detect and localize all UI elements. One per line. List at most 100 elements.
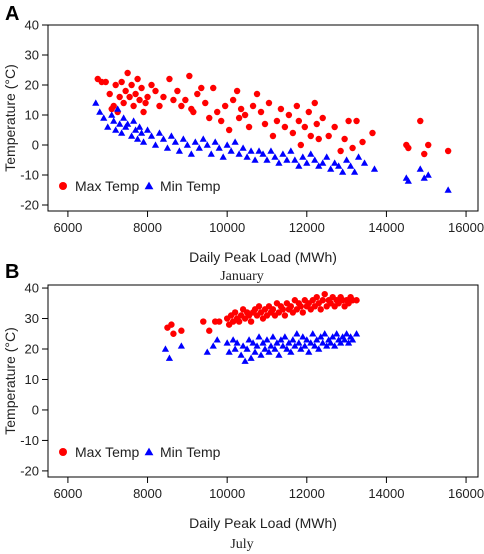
max-temp-point <box>142 99 149 107</box>
max-temp-point <box>325 132 332 140</box>
min-temp-point <box>303 336 311 343</box>
max-temp-point <box>281 312 289 319</box>
max-temp-point <box>110 102 117 110</box>
min-temp-point <box>223 339 231 346</box>
min-temp-point <box>255 333 263 340</box>
min-temp-point <box>124 120 132 127</box>
y-tick-label: 0 <box>32 138 39 153</box>
min-temp-point <box>283 156 291 163</box>
min-temp-point <box>327 165 335 172</box>
max-temp-point <box>247 318 255 325</box>
min-temp-point <box>263 156 271 163</box>
max-temp-point <box>235 318 243 325</box>
min-temp-point <box>114 105 122 112</box>
max-temp-point <box>221 102 229 110</box>
min-temp-point <box>112 126 120 133</box>
max-temp-point <box>170 330 177 337</box>
min-temp-point <box>271 345 279 352</box>
max-temp-point <box>331 123 338 131</box>
max-temp-point <box>106 90 113 98</box>
min-temp-point <box>163 144 172 151</box>
legend-circle-marker <box>59 182 67 190</box>
legend: Max Temp Min Temp <box>59 444 221 460</box>
max-temp-point <box>116 93 123 101</box>
max-temp-point <box>178 327 185 334</box>
max-temp-point <box>202 99 209 107</box>
max-temp-point <box>200 318 207 325</box>
min-temp-point <box>335 162 343 169</box>
x-tick-label: 16000 <box>448 486 484 501</box>
panel-a: A 6000 8000 10000 12000 14000 16000 -20 -10 0 10 20… <box>2 3 484 284</box>
min-temp-point <box>255 147 263 154</box>
max-temp-point <box>126 93 133 101</box>
y-tick-label: 20 <box>25 78 39 93</box>
min-temp-point <box>277 336 285 343</box>
legend-triangle-marker <box>144 447 154 456</box>
min-temp-point <box>315 345 323 352</box>
max-temp-point <box>297 303 305 310</box>
min-temp-point <box>265 348 273 355</box>
min-temp-point <box>341 336 349 343</box>
min-temp-point <box>350 168 359 175</box>
max-temp-point <box>273 117 281 125</box>
min-temp-point <box>137 129 146 136</box>
max-temp-point <box>235 114 243 122</box>
max-temp-point <box>359 138 366 146</box>
min-temp-point <box>285 339 293 346</box>
y-axis-label: Temperature (°C) <box>2 327 18 435</box>
min-temp-point <box>339 168 347 175</box>
min-temp-point <box>243 345 251 352</box>
min-temp-point <box>291 156 299 163</box>
min-temp-point <box>273 339 281 346</box>
series-max-temp <box>94 69 452 158</box>
max-temp-point <box>152 87 159 95</box>
min-temp-point <box>291 342 299 349</box>
max-temp-point <box>313 293 320 301</box>
max-temp-point <box>319 297 326 304</box>
max-temp-point <box>337 147 344 155</box>
max-temp-point <box>299 309 307 316</box>
min-temp-point <box>239 144 247 151</box>
max-temp-point <box>130 102 137 110</box>
max-temp-point <box>190 108 197 116</box>
max-temp-point <box>277 105 285 113</box>
min-temp-point <box>139 138 148 145</box>
legend-label-max-temp: Max Temp <box>75 178 140 194</box>
min-temp-point <box>245 336 253 343</box>
min-temp-point <box>211 138 219 145</box>
min-temp-point <box>267 147 275 154</box>
max-temp-point <box>307 132 314 140</box>
min-temp-point <box>343 156 351 163</box>
x-tick-label: 8000 <box>133 486 162 501</box>
min-temp-point <box>249 339 257 346</box>
min-temp-point <box>343 330 351 337</box>
min-temp-point <box>370 165 379 172</box>
plot-frame <box>47 24 479 212</box>
min-temp-point <box>183 141 191 148</box>
min-temp-point <box>165 354 174 361</box>
max-temp-point <box>128 81 135 89</box>
min-temp-point <box>323 342 331 349</box>
min-temp-point <box>333 330 341 337</box>
max-temp-point <box>305 108 312 116</box>
max-temp-point <box>118 78 125 86</box>
min-temp-point <box>293 330 301 337</box>
min-temp-point <box>327 339 335 346</box>
y-tick-label: 10 <box>25 372 39 387</box>
min-temp-point <box>261 345 269 352</box>
figure-caption: January <box>220 269 264 284</box>
max-temp-point <box>231 309 239 316</box>
min-temp-point <box>104 123 112 130</box>
max-temp-point <box>148 81 155 89</box>
max-temp-point <box>369 129 376 137</box>
min-temp-point <box>179 135 187 142</box>
min-temp-point <box>191 138 199 145</box>
min-temp-point <box>215 144 223 151</box>
max-temp-point <box>186 72 193 80</box>
min-temp-point <box>108 111 116 118</box>
min-temp-point <box>203 141 211 148</box>
max-temp-point <box>257 108 265 116</box>
max-temp-point <box>174 87 181 95</box>
max-temp-point <box>144 93 151 101</box>
